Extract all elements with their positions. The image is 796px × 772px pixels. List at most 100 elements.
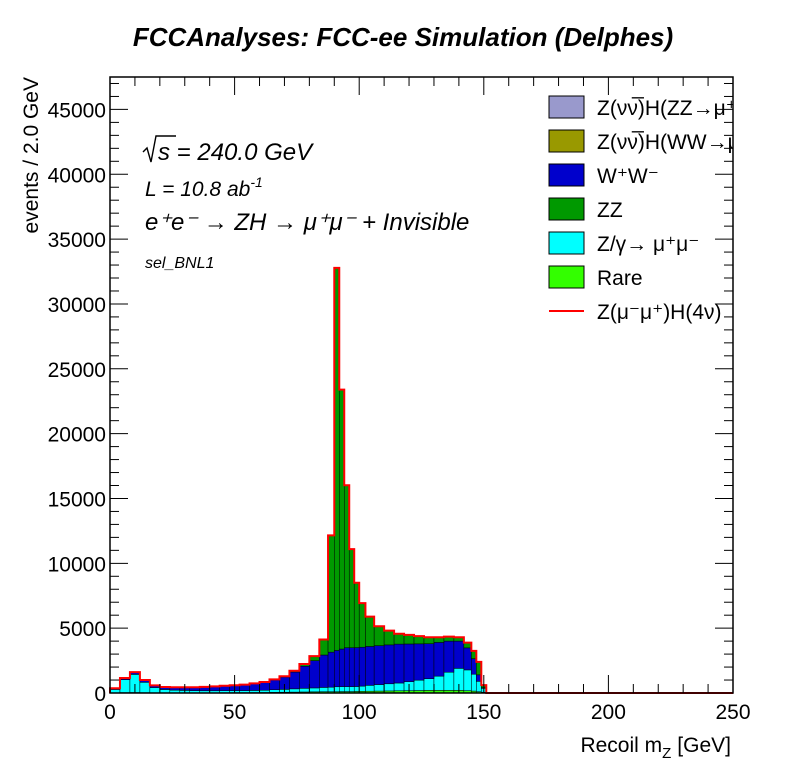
y-tick-label: 25000 [48, 359, 106, 382]
bar-z- [269, 689, 280, 693]
bar-z- [319, 687, 329, 692]
x-tick-label: 0 [104, 701, 116, 724]
x-tick-label: 250 [715, 701, 750, 724]
y-tick-label: 30000 [48, 294, 106, 317]
bar-z- [289, 688, 300, 693]
legend-label: Z(μ⁻μ⁺)H(4ν) [597, 301, 722, 324]
y-tick-label: 40000 [48, 164, 106, 187]
x-axis-label: Recoil mZ [GeV] [580, 734, 731, 762]
legend: Z(νν̅)H(ZZ→μ⁺μ⁻ν⁺ Z(νν̅)H(WW→μ⁺νμ W⁺W⁻ ZZ Z/… [548, 95, 773, 324]
y-tick-label: 10000 [48, 553, 106, 576]
bar-zz [373, 625, 385, 646]
bar-w-w- [343, 647, 350, 687]
legend-swatch [548, 163, 585, 187]
bar-z- [393, 682, 405, 692]
bar-w-w- [249, 683, 260, 691]
bar-z- [348, 686, 355, 692]
bar-zz [413, 635, 425, 645]
bar-w-w- [259, 682, 270, 691]
stacked-histogram-bars [109, 267, 487, 694]
bar-w-w- [319, 654, 329, 688]
bar-z- [433, 675, 445, 691]
y-tick-label: 20000 [48, 424, 106, 447]
sqrt-s-label: s [158, 139, 170, 166]
y-axis-label: events / 2.0 GeV [20, 77, 43, 233]
selection-label: sel_BNL1 [145, 255, 214, 272]
bar-z- [423, 678, 435, 691]
bar-w-w- [403, 643, 415, 682]
y-tick-label: 35000 [48, 229, 106, 252]
bar-w-w- [373, 645, 385, 685]
bar-w-w- [358, 646, 366, 687]
x-tick-label: 100 [342, 701, 377, 724]
bar-w-w- [353, 647, 360, 687]
bar-z- [309, 687, 320, 693]
bar-w-w- [443, 640, 455, 673]
bar-z- [383, 683, 395, 692]
legend-swatch [548, 231, 585, 255]
axes: 0 50 100 150 200 250 0 5000 10000 15000 20000 25000… [48, 77, 751, 724]
x-tick-label: 150 [466, 701, 501, 724]
annotations: s = 240.0 GeV L = 10.8 ab-1 e⁺e⁻ → ZH → … [142, 135, 469, 272]
legend-label: Z(νν̅)H(WW→μ⁺νμ [597, 131, 773, 154]
signal-outline-line [109, 266, 733, 694]
y-tick-label: 5000 [59, 618, 106, 641]
bar-w-w- [309, 660, 320, 689]
bar-z- [119, 679, 131, 693]
bar-w-w- [348, 647, 355, 687]
bar-zz [319, 639, 329, 656]
process-label: e⁺e⁻ → ZH → μ⁺μ⁻ + Invisible [145, 209, 469, 236]
legend-swatch [548, 265, 585, 289]
sqrt-symbol [142, 135, 176, 163]
bar-z- [413, 679, 425, 691]
plot-frame [109, 76, 734, 694]
bar-z- [353, 686, 360, 692]
bar-w-w- [327, 651, 335, 688]
bar-w-w- [365, 646, 375, 686]
sqrt-s-value: = 240.0 GeV [170, 139, 314, 166]
x-tick-label: 200 [591, 701, 626, 724]
bar-w-w- [433, 642, 445, 677]
bar-zz [383, 630, 395, 646]
bar-w-w- [289, 671, 300, 690]
svg-text:s = 240.0 GeV: s = 240.0 GeV [158, 139, 314, 166]
x-tick-label: 50 [223, 701, 246, 724]
y-tick-label: 15000 [48, 488, 106, 511]
bar-zz [365, 616, 375, 647]
bar-w-w- [339, 648, 345, 687]
bar-w-w- [383, 644, 395, 685]
legend-label: ZZ [597, 199, 623, 222]
legend-label: W⁺W⁻ [597, 165, 659, 188]
bar-w-w- [463, 647, 472, 671]
bar-z- [299, 688, 310, 693]
bar-z- [463, 669, 472, 691]
bar-z- [327, 686, 335, 692]
bar-z- [471, 673, 477, 692]
y-tick-label: 0 [94, 683, 106, 706]
lumi-exponent: -1 [250, 174, 262, 190]
bar-z- [149, 687, 161, 693]
legend-swatch [548, 197, 585, 221]
bar-z- [249, 690, 260, 693]
chart-title: FCCAnalyses: FCC-ee Simulation (Delphes) [133, 22, 673, 52]
bar-w-w- [453, 640, 465, 669]
bar-z- [358, 685, 366, 692]
lumi-label: L = 10.8 ab [145, 178, 251, 201]
svg-text:L = 10.8 ab-1: L = 10.8 ab-1 [145, 174, 263, 201]
bar-z- [373, 684, 385, 692]
bar-z- [334, 686, 340, 692]
legend-label: Rare [597, 267, 643, 290]
bar-w-w- [413, 643, 425, 681]
bar-zz [403, 634, 415, 645]
y-tick-label: 45000 [48, 99, 106, 122]
bar-z- [339, 686, 345, 692]
bar-z- [365, 685, 375, 692]
bar-w-w- [269, 679, 280, 691]
bar-z- [139, 682, 151, 693]
legend-label: Z/γ→ μ⁺μ⁻ [597, 233, 699, 256]
bar-z- [443, 672, 455, 691]
legend-swatch [548, 129, 585, 153]
bar-w-w- [334, 650, 340, 688]
bar-w-w- [239, 684, 250, 691]
